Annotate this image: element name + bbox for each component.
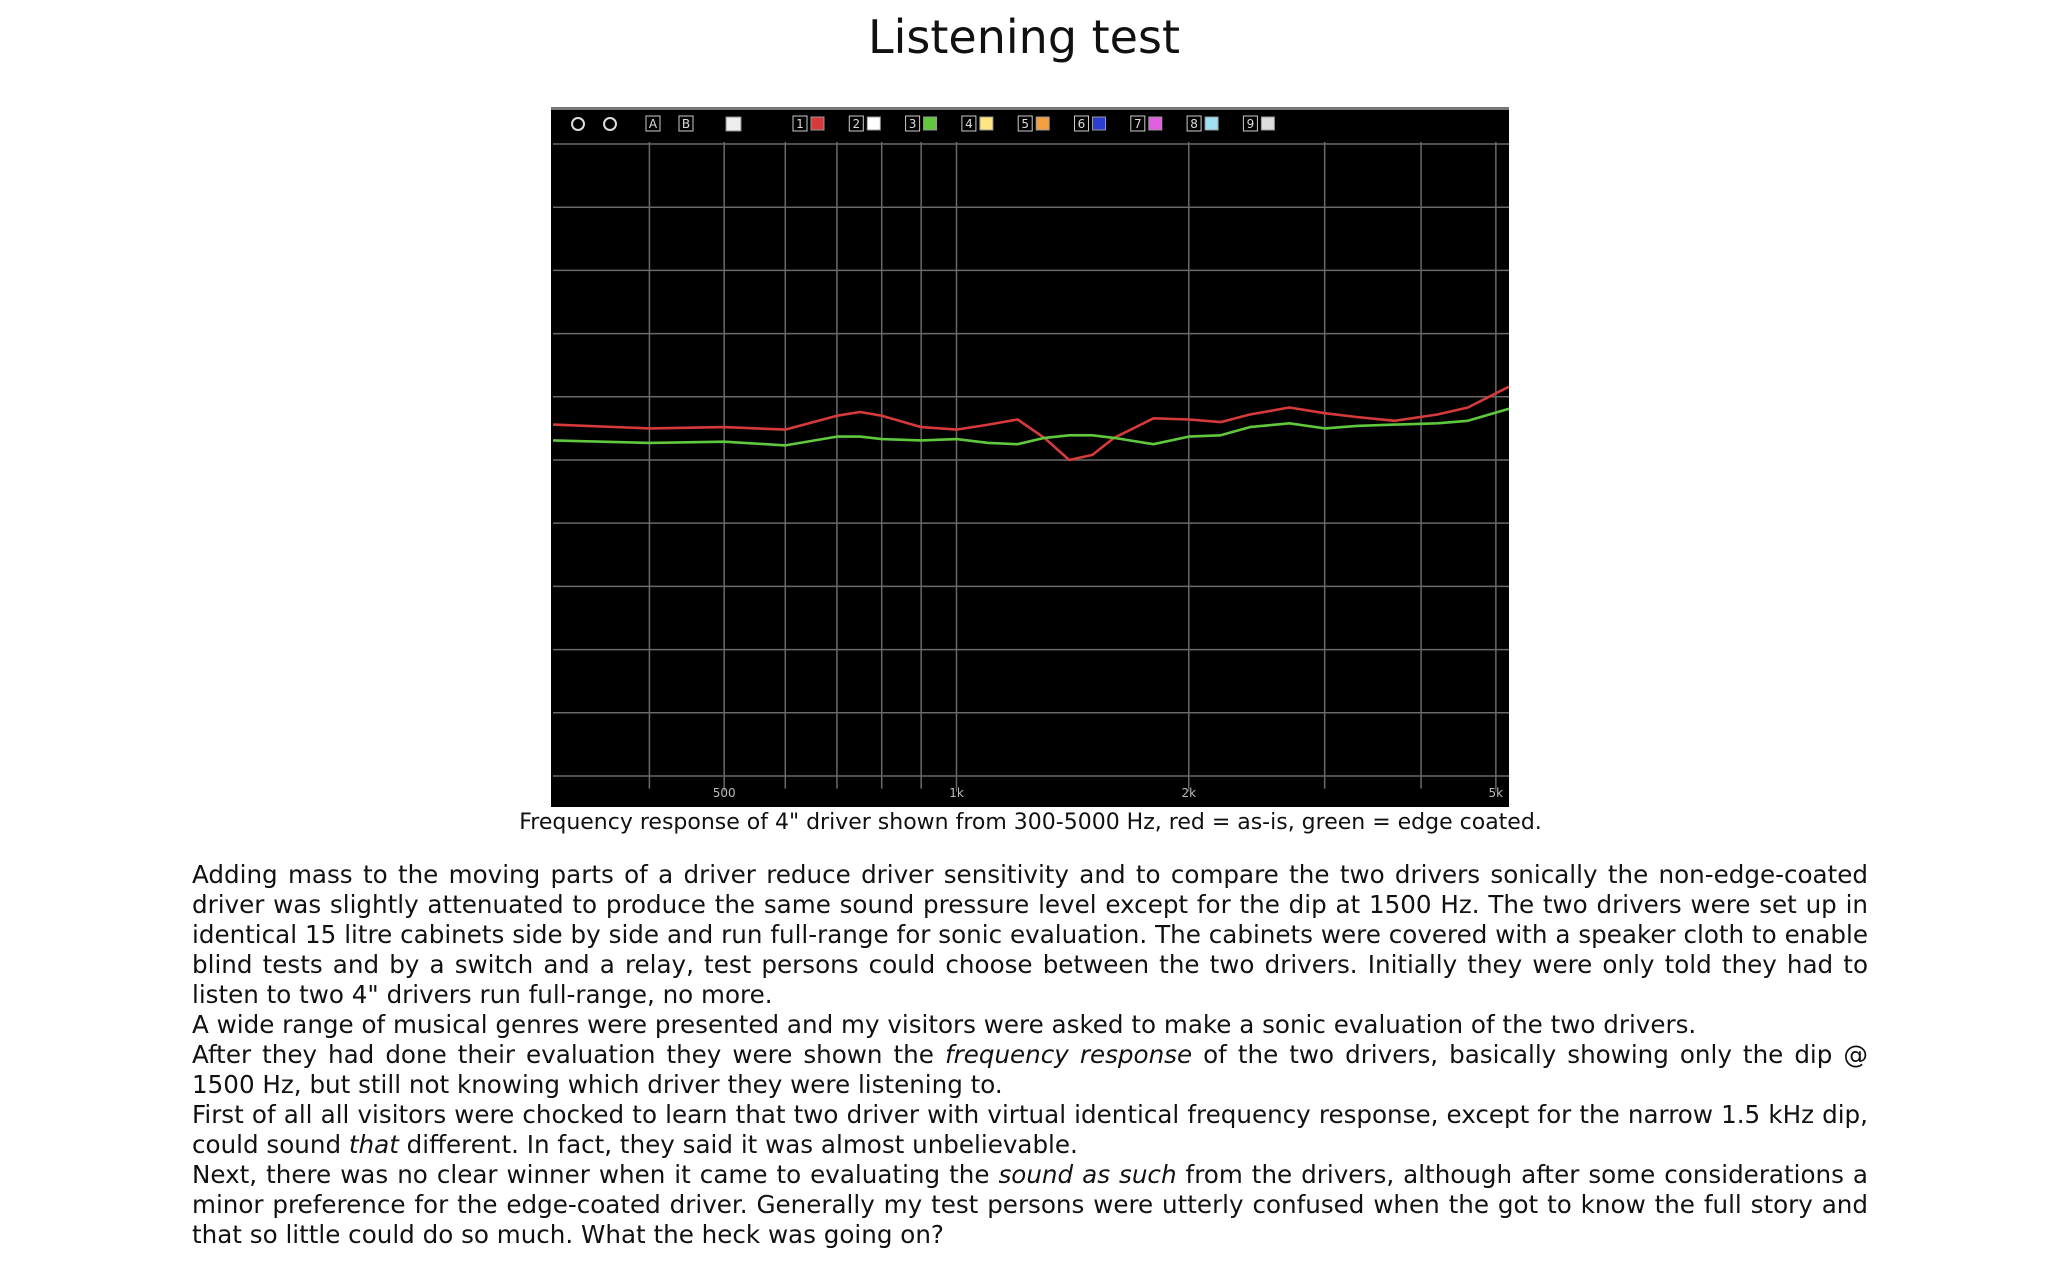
color-swatch [1035,116,1050,131]
button-label: 5 [1021,117,1029,131]
zoom-out-icon[interactable] [603,117,617,131]
toolbar-button[interactable]: 7 [1130,115,1163,132]
color-swatch [1260,116,1275,131]
button-label: 3 [909,117,917,131]
zoom-in-icon[interactable] [571,117,585,131]
button-label: 6 [1078,117,1086,131]
x-tick-label: 2k [1181,786,1196,800]
color-swatch [1148,116,1163,131]
check-icon[interactable] [725,116,742,132]
paragraph: Next, there was no clear winner when it … [192,1160,1868,1250]
toolbar-button[interactable]: 9 [1242,115,1275,132]
button-frame [1242,115,1258,132]
button-frame [848,115,864,132]
toolbar-button[interactable]: A [645,115,661,132]
text-run: different. In fact, they said it was alm… [398,1130,1078,1159]
text-run: After they had done their evaluation the… [192,1040,945,1069]
toolbar-button[interactable]: 1 [792,115,825,132]
text-run: A wide range of musical genres were pres… [192,1010,1697,1039]
text-run: of the two drivers, basically showing on… [192,1040,1868,1099]
color-swatch [1204,116,1219,131]
page-title: Listening test [868,10,1180,64]
text-run: First of all all visitors were chocked t… [192,1100,1868,1159]
text-run: from the drivers, although after some co… [192,1160,1868,1249]
button-frame [645,115,661,132]
button-label: 7 [1134,117,1142,131]
toolbar-button[interactable]: 2 [848,115,881,132]
button-frame [1074,115,1089,132]
emphasis: frequency response [944,1040,1193,1069]
toolbar-button[interactable]: 8 [1186,115,1219,132]
button-label: A [649,117,658,131]
button-label: 8 [1190,117,1198,131]
button-frame [792,115,808,132]
response-curve [552,385,1509,462]
button-frame [961,115,977,132]
color-swatch [810,116,825,131]
button-frame [1130,115,1146,132]
button-frame [905,115,921,132]
paragraph: First of all all visitors were chocked t… [192,1100,1868,1160]
button-frame [1017,115,1033,132]
toolbar-button[interactable]: 4 [961,115,994,132]
text-run: Adding mass to the moving parts of a dri… [192,860,1868,1009]
toolbar-button[interactable]: 5 [1017,115,1050,132]
color-swatch [979,116,994,131]
toolbar-button[interactable]: B [678,115,694,132]
button-label: B [682,117,690,131]
chart-border [551,107,1509,110]
paragraph: Adding mass to the moving parts of a dri… [192,860,1868,1010]
x-tick-label: 1k [949,786,964,800]
color-swatch [1092,116,1106,131]
button-frame [678,115,694,132]
response-curve [552,407,1509,447]
button-label: 4 [965,117,973,131]
frequency-chart: A B 1 2 3 4 5 6 7 8 9 500 1k 2k 5k [551,107,1509,807]
button-label: 2 [852,117,860,131]
x-tick-label: 5k [1489,786,1504,800]
figure-caption: Frequency response of 4" driver shown fr… [519,810,1542,835]
paragraph: After they had done their evaluation the… [192,1040,1868,1100]
emphasis: that [348,1130,399,1159]
toolbar-button[interactable]: 3 [905,115,938,132]
x-tick-label: 500 [713,786,736,800]
color-swatch [866,116,881,131]
button-label: 9 [1247,117,1255,131]
toolbar: A B 1 2 3 4 5 6 7 8 9 [571,115,1275,132]
button-frame [1186,115,1202,132]
color-swatch [923,116,938,131]
chart-background [551,107,1509,807]
toolbar-button[interactable]: 6 [1074,115,1106,132]
body-text: Adding mass to the moving parts of a dri… [192,860,1868,1250]
paragraph: A wide range of musical genres were pres… [192,1010,1868,1040]
text-run: Next, there was no clear winner when it … [192,1160,999,1189]
button-label: 1 [796,117,804,131]
emphasis: sound as such [998,1160,1177,1189]
